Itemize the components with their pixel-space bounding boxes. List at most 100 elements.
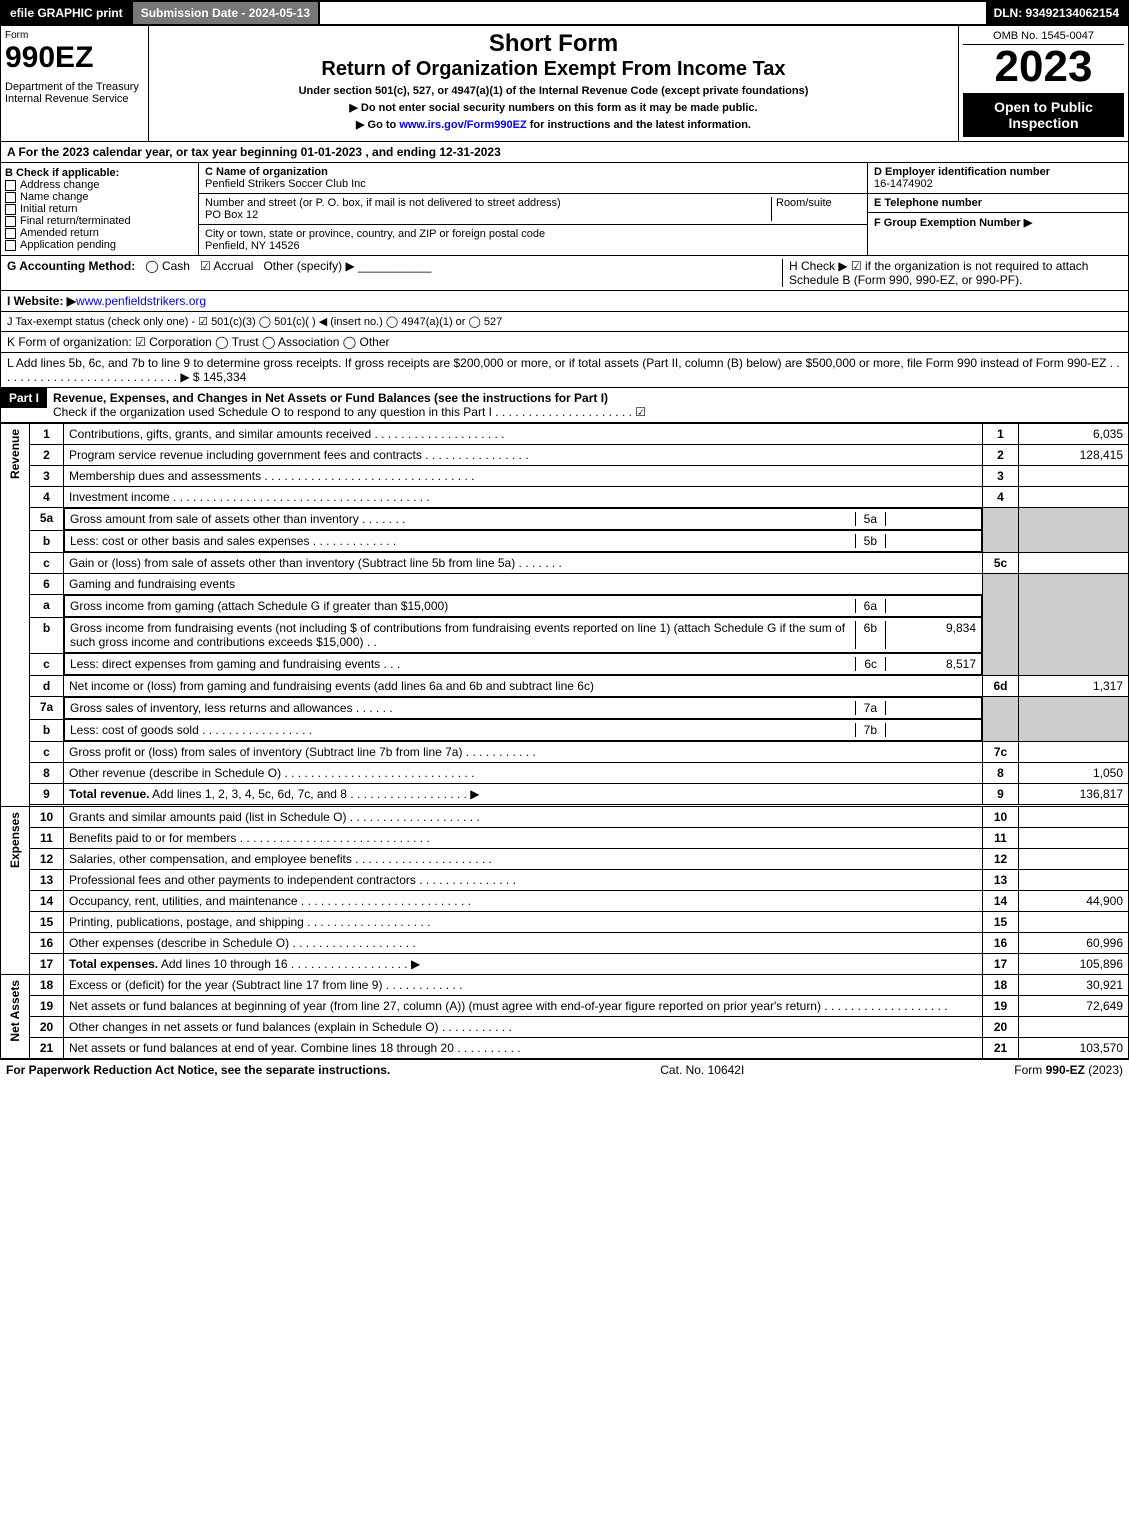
org-name: Penfield Strikers Soccer Club Inc [205,178,366,190]
form-number: 990EZ [5,41,144,75]
line-21: Net assets or fund balances at end of ye… [64,1038,983,1059]
footer-left: For Paperwork Reduction Act Notice, see … [6,1063,390,1077]
line-8: Other revenue (describe in Schedule O) .… [64,763,983,784]
line-18: Excess or (deficit) for the year (Subtra… [64,975,983,996]
street: PO Box 12 [205,209,258,221]
row-l: L Add lines 5b, 6c, and 7b to line 9 to … [0,353,1129,388]
line-9: Total revenue. Add lines 1, 2, 3, 4, 5c,… [64,784,983,805]
line-5b: Less: cost or other basis and sales expe… [70,534,855,548]
line-16: Other expenses (describe in Schedule O) … [64,933,983,954]
line-6c-val: 8,517 [886,657,976,671]
footer-right: Form 990-EZ (2023) [1014,1063,1123,1077]
row-i: I Website: ▶www.penfieldstrikers.org [0,291,1129,312]
col-c: C Name of organizationPenfield Strikers … [199,163,868,255]
line-1: Contributions, gifts, grants, and simila… [64,424,983,445]
l-val: 145,334 [203,370,246,384]
tax-year: 2023 [963,45,1124,89]
city-label: City or town, state or province, country… [205,228,545,240]
row-j: J Tax-exempt status (check only one) - ☑… [0,312,1129,332]
line-5a: Gross amount from sale of assets other t… [70,512,855,526]
line-17-val: 105,896 [1019,954,1129,975]
title-return: Return of Organization Exempt From Incom… [153,58,954,81]
line-6b: Gross income from fundraising events (no… [70,621,855,649]
form-header: Form 990EZ Department of the Treasury In… [0,26,1129,142]
l-text: L Add lines 5b, 6c, and 7b to line 9 to … [7,356,1120,384]
line-6d-val: 1,317 [1019,676,1129,697]
part1-sub: Check if the organization used Schedule … [53,405,646,419]
chk-pending[interactable] [5,240,16,251]
line-9-val: 136,817 [1019,784,1129,805]
col-b: B Check if applicable: Address change Na… [1,163,199,255]
efile-print[interactable]: efile GRAPHIC print [2,2,133,24]
row-g-h: G Accounting Method: ◯ Cash ☑ Accrual Ot… [0,256,1129,291]
b-label: B Check if applicable: [5,167,194,179]
line-20: Other changes in net assets or fund bala… [64,1017,983,1038]
line-16-val: 60,996 [1019,933,1129,954]
c-name-label: C Name of organization [205,166,328,178]
part1-label: Part I [1,388,47,408]
side-expenses: Expenses [6,810,24,870]
line-8-val: 1,050 [1019,763,1129,784]
part1-header: Part I Revenue, Expenses, and Changes in… [0,388,1129,423]
line-11: Benefits paid to or for members . . . . … [64,828,983,849]
line-21-val: 103,570 [1019,1038,1129,1059]
section-bcdef: B Check if applicable: Address change Na… [0,163,1129,256]
line-19-val: 72,649 [1019,996,1129,1017]
chk-address[interactable] [5,180,16,191]
irs: Internal Revenue Service [5,93,144,105]
subtitle-ssn: ▶ Do not enter social security numbers o… [153,101,954,114]
line-14-val: 44,900 [1019,891,1129,912]
i-label: I Website: ▶ [7,294,76,308]
side-revenue: Revenue [6,427,24,481]
section-a: A For the 2023 calendar year, or tax yea… [0,142,1129,163]
row-k: K Form of organization: ☑ Corporation ◯ … [0,332,1129,353]
line-6c: Less: direct expenses from gaming and fu… [70,657,855,671]
lines-table: Revenue 1Contributions, gifts, grants, a… [0,423,1129,1059]
chk-final[interactable] [5,216,16,227]
submission-date: Submission Date - 2024-05-13 [133,2,320,24]
d-label: D Employer identification number [874,166,1050,178]
chk-initial[interactable] [5,204,16,215]
line-7a: Gross sales of inventory, less returns a… [70,701,855,715]
room-suite: Room/suite [771,197,861,221]
line-2-val: 128,415 [1019,445,1129,466]
line-4: Investment income . . . . . . . . . . . … [64,487,983,508]
line-7c: Gross profit or (loss) from sales of inv… [64,742,983,763]
line-3: Membership dues and assessments . . . . … [64,466,983,487]
city: Penfield, NY 14526 [205,240,300,252]
line-12: Salaries, other compensation, and employ… [64,849,983,870]
line-17: Total expenses. Add lines 10 through 16 … [64,954,983,975]
line-6: Gaming and fundraising events [64,574,983,595]
line-14: Occupancy, rent, utilities, and maintena… [64,891,983,912]
line-1-val: 6,035 [1019,424,1129,445]
chk-name[interactable] [5,192,16,203]
h-text: H Check ▶ ☑ if the organization is not r… [782,259,1122,287]
footer-mid: Cat. No. 10642I [660,1063,744,1077]
form-label: Form [5,30,144,41]
line-13: Professional fees and other payments to … [64,870,983,891]
dept-treasury: Department of the Treasury [5,81,144,93]
open-inspection: Open to Public Inspection [963,93,1124,137]
side-netassets: Net Assets [6,978,24,1044]
ein: 16-1474902 [874,178,933,190]
subtitle-section: Under section 501(c), 527, or 4947(a)(1)… [153,85,954,97]
subtitle-goto: ▶ Go to www.irs.gov/Form990EZ for instru… [153,118,954,131]
line-2: Program service revenue including govern… [64,445,983,466]
title-short-form: Short Form [153,30,954,58]
line-15: Printing, publications, postage, and shi… [64,912,983,933]
chk-amended[interactable] [5,228,16,239]
line-10: Grants and similar amounts paid (list in… [64,807,983,828]
line-6b-val: 9,834 [886,621,976,649]
line-19: Net assets or fund balances at beginning… [64,996,983,1017]
irs-link[interactable]: www.irs.gov/Form990EZ [399,119,526,131]
street-label: Number and street (or P. O. box, if mail… [205,197,561,209]
e-label: E Telephone number [874,197,982,209]
f-label: F Group Exemption Number ▶ [874,217,1032,229]
line-18-val: 30,921 [1019,975,1129,996]
footer: For Paperwork Reduction Act Notice, see … [0,1059,1129,1080]
website-link[interactable]: www.penfieldstrikers.org [76,294,206,308]
part1-title: Revenue, Expenses, and Changes in Net As… [53,391,608,405]
line-5c: Gain or (loss) from sale of assets other… [64,553,983,574]
dln: DLN: 93492134062154 [986,2,1127,24]
top-bar: efile GRAPHIC print Submission Date - 20… [0,0,1129,26]
